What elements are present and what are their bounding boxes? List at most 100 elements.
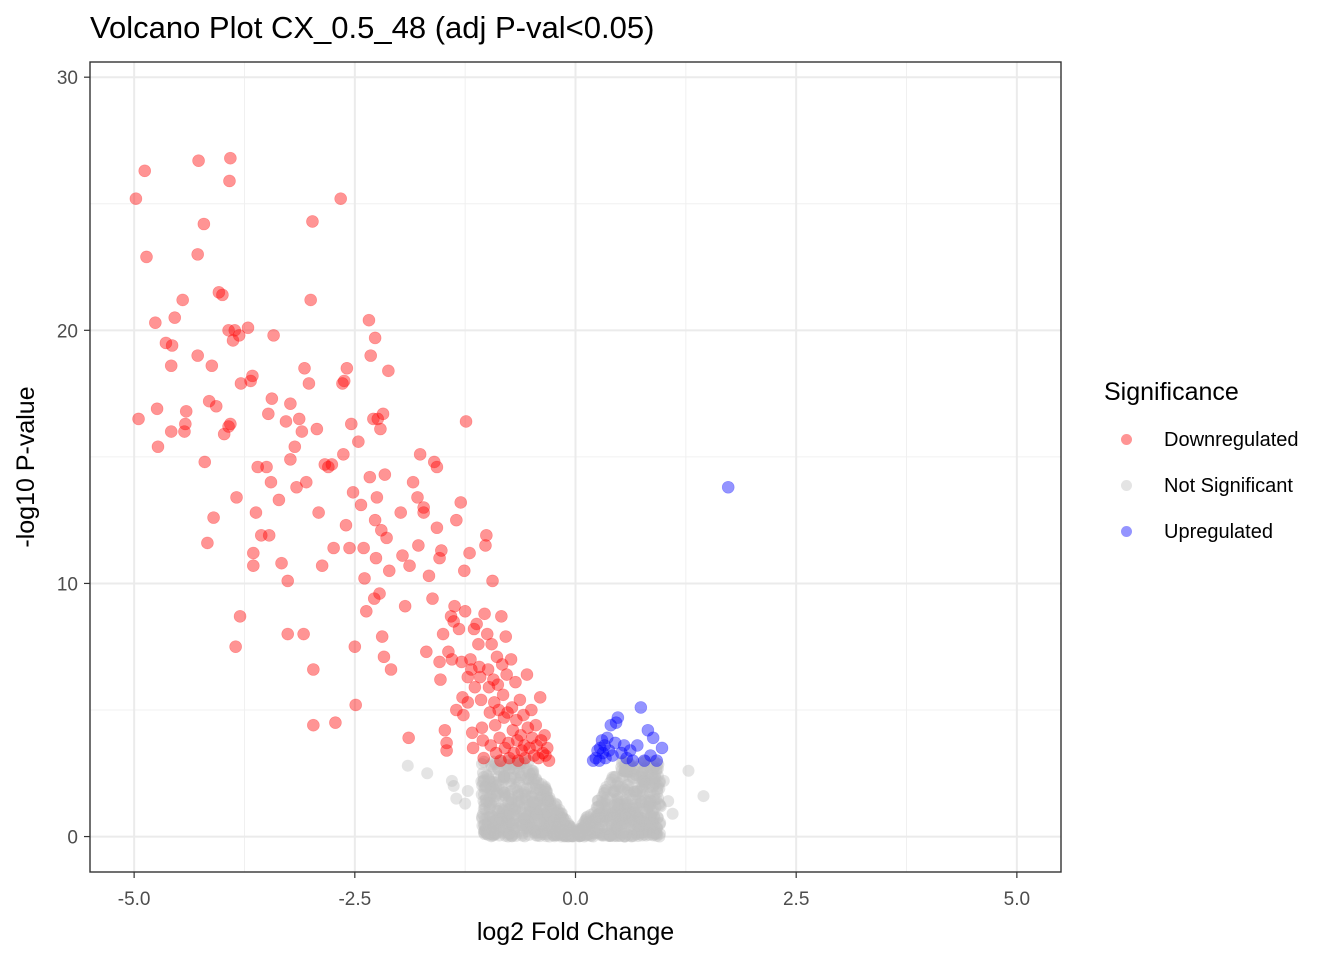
- not-significant-point: [632, 825, 645, 838]
- not-significant-point: [518, 799, 531, 812]
- downregulated-point: [159, 336, 173, 350]
- not-significant-point: [480, 780, 493, 793]
- not-significant-point: [497, 771, 510, 784]
- not-significant-point: [574, 829, 587, 842]
- not-significant-point: [633, 770, 646, 783]
- not-significant-point: [537, 820, 550, 833]
- downregulated-point: [275, 556, 288, 570]
- not-significant-point: [647, 821, 660, 834]
- not-significant-point: [497, 771, 510, 784]
- downregulated-point: [284, 453, 297, 466]
- not-significant-point: [475, 810, 488, 823]
- not-significant-point: [495, 821, 508, 834]
- not-significant-point: [653, 799, 666, 812]
- downregulated-point: [290, 480, 303, 494]
- legend-item-not-significant: Not Significant: [1104, 463, 1299, 509]
- not-significant-point: [558, 830, 571, 843]
- not-significant-point: [645, 795, 658, 808]
- not-significant-point: [638, 822, 651, 835]
- not-significant-point: [537, 820, 550, 833]
- not-significant-point: [504, 758, 517, 771]
- not-significant-point: [611, 806, 624, 819]
- not-significant-point: [495, 814, 508, 827]
- not-significant-point: [582, 826, 595, 839]
- not-significant-point: [486, 775, 499, 788]
- not-significant-point: [638, 775, 651, 788]
- not-significant-point: [505, 785, 518, 798]
- not-significant-point: [609, 808, 622, 821]
- not-significant-point: [581, 810, 594, 823]
- significant-points: [129, 151, 735, 767]
- downregulated-point: [518, 739, 531, 752]
- not-significant-point: [647, 762, 660, 775]
- not-significant-point: [590, 811, 603, 824]
- downregulated-point: [505, 701, 519, 714]
- not-significant-point: [566, 830, 579, 843]
- not-significant-point: [489, 776, 502, 789]
- downregulated-point: [315, 559, 329, 573]
- not-significant-point: [488, 827, 501, 840]
- not-significant-point: [532, 807, 545, 820]
- not-significant-point: [632, 810, 645, 823]
- not-significant-point: [584, 822, 597, 835]
- downregulated-point: [445, 653, 459, 666]
- not-significant-point: [643, 828, 656, 841]
- not-significant-point: [573, 824, 586, 837]
- not-significant-point: [575, 827, 588, 840]
- not-significant-point: [478, 824, 491, 837]
- not-significant-point: [521, 799, 534, 812]
- not-significant-point: [505, 771, 518, 784]
- legend-dot-upregulated: [1121, 526, 1132, 537]
- not-significant-point: [557, 825, 570, 838]
- not-significant-point: [682, 764, 695, 777]
- not-significant-point: [543, 824, 556, 837]
- downregulated-point: [468, 680, 482, 694]
- not-significant-point: [644, 798, 657, 811]
- not-significant-point: [602, 830, 615, 843]
- downregulated-point: [281, 627, 295, 641]
- not-significant-point: [643, 823, 656, 836]
- not-significant-point: [640, 770, 653, 783]
- not-significant-point: [510, 757, 523, 770]
- upregulated-point: [598, 739, 611, 752]
- not-significant-point: [552, 813, 565, 826]
- legend: Significance Downregulated Not Significa…: [1104, 378, 1299, 555]
- downregulated-point: [517, 708, 530, 722]
- not-significant-point: [528, 808, 541, 821]
- not-significant-point: [513, 816, 526, 829]
- downregulated-point: [241, 321, 255, 335]
- not-significant-point: [590, 813, 603, 826]
- not-significant-point: [611, 802, 624, 815]
- not-significant-point: [527, 786, 540, 799]
- not-significant-point: [644, 787, 657, 800]
- not-significant-point: [503, 754, 516, 767]
- not-significant-point: [608, 786, 621, 799]
- not-significant-point: [504, 762, 517, 775]
- not-significant-point: [490, 780, 503, 793]
- not-significant-point: [567, 826, 580, 839]
- not-significant-point: [646, 817, 659, 830]
- not-significant-point: [478, 819, 491, 832]
- not-significant-point: [619, 757, 632, 770]
- not-significant-point: [626, 813, 639, 826]
- not-significant-point: [610, 798, 623, 811]
- downregulated-point: [279, 415, 293, 428]
- not-significant-point: [517, 812, 530, 825]
- not-significant-point: [652, 779, 665, 792]
- x-axis-title: log2 Fold Change: [477, 918, 674, 946]
- not-significant-point: [534, 791, 547, 804]
- not-significant-point: [493, 825, 506, 838]
- not-significant-point: [628, 810, 641, 823]
- not-significant-point: [533, 830, 546, 843]
- downregulated-point: [368, 513, 382, 527]
- legend-label: Upregulated: [1164, 520, 1273, 543]
- not-significant-point: [615, 795, 628, 808]
- not-significant-point: [502, 795, 515, 808]
- not-significant-point: [588, 825, 601, 838]
- not-significant-point: [508, 783, 521, 796]
- not-significant-point: [623, 760, 636, 773]
- not-significant-point: [503, 815, 516, 828]
- not-significant-point: [534, 793, 547, 806]
- not-significant-point: [607, 807, 620, 820]
- not-significant-point: [622, 783, 635, 796]
